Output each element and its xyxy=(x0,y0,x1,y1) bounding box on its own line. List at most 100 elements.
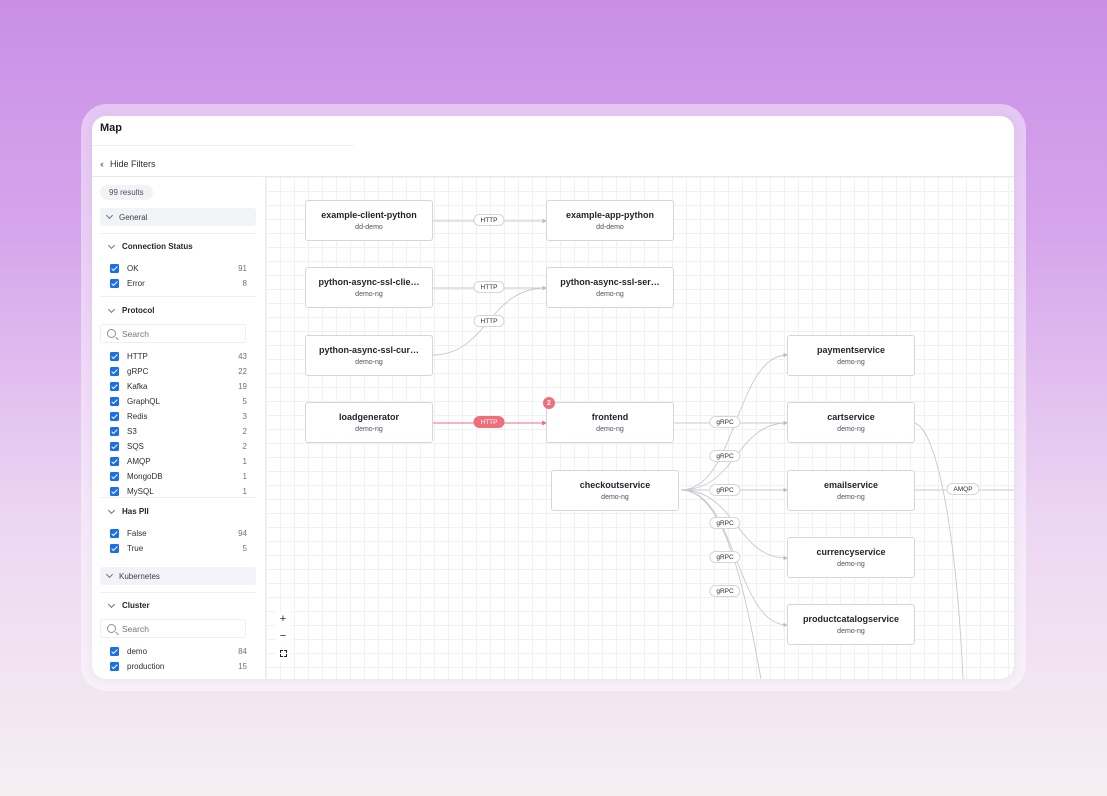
node-python-async-ssl-curl[interactable]: python-async-ssl-cur… demo-ng xyxy=(305,335,433,376)
filter-label: S3 xyxy=(127,426,137,436)
edge-label-amqp[interactable]: AMQP xyxy=(946,483,980,495)
edge-label-grpc[interactable]: gRPC xyxy=(709,585,741,597)
edge-label-grpc[interactable]: gRPC xyxy=(709,450,741,462)
divider xyxy=(100,296,256,297)
group-title: Cluster xyxy=(122,601,150,610)
section-label: Kubernetes xyxy=(119,571,160,581)
filter-count: 5 xyxy=(242,543,247,553)
hide-filters-button[interactable]: ‹‹ Hide Filters xyxy=(100,159,156,169)
checkbox[interactable] xyxy=(110,396,119,406)
filter-graphql[interactable]: GraphQL 5 xyxy=(110,394,247,408)
checkbox[interactable] xyxy=(110,381,119,391)
group-protocol[interactable]: Protocol xyxy=(107,305,155,315)
service-map-canvas[interactable]: example-client-python dd-demo example-ap… xyxy=(266,177,1014,679)
checkbox[interactable] xyxy=(110,528,119,538)
filter-count: 1 xyxy=(242,456,247,466)
chevron-down-icon xyxy=(105,211,114,220)
zoom-out-button[interactable]: − xyxy=(275,628,291,644)
checkbox[interactable] xyxy=(110,411,119,421)
zoom-in-button[interactable]: + xyxy=(275,611,291,627)
group-cluster[interactable]: Cluster xyxy=(107,600,150,610)
filter-http[interactable]: HTTP 43 xyxy=(110,349,247,363)
group-title: Connection Status xyxy=(122,242,193,251)
checkbox[interactable] xyxy=(110,366,119,376)
filter-redis[interactable]: Redis 3 xyxy=(110,409,247,423)
node-cartservice[interactable]: cartservice demo-ng xyxy=(787,402,915,443)
edge-label-http[interactable]: HTTP xyxy=(473,214,505,226)
node-namespace: demo-ng xyxy=(837,494,865,501)
filter-label: AMQP xyxy=(127,456,151,466)
node-namespace: demo-ng xyxy=(837,426,865,433)
edge-label-grpc[interactable]: gRPC xyxy=(709,484,741,496)
checkbox[interactable] xyxy=(110,661,119,671)
edge-label-http-error[interactable]: HTTP xyxy=(473,416,505,428)
filter-pii-false[interactable]: False 94 xyxy=(110,526,247,540)
section-kubernetes[interactable]: Kubernetes xyxy=(100,567,256,585)
filter-cluster-demo[interactable]: demo 84 xyxy=(110,644,247,658)
filter-ok[interactable]: OK 91 xyxy=(110,261,247,275)
checkbox[interactable] xyxy=(110,441,119,451)
node-name: productcatalogservice xyxy=(802,614,900,624)
filter-count: 1 xyxy=(242,471,247,481)
filter-sqs[interactable]: SQS 2 xyxy=(110,439,247,453)
checkbox[interactable] xyxy=(110,351,119,361)
fit-view-button[interactable] xyxy=(275,645,291,661)
node-namespace: demo-ng xyxy=(601,494,629,501)
node-example-app-python[interactable]: example-app-python dd-demo xyxy=(546,200,674,241)
filter-mysql[interactable]: MySQL 1 xyxy=(110,484,247,498)
protocol-search-input[interactable] xyxy=(122,328,232,339)
checkbox[interactable] xyxy=(110,456,119,466)
cluster-search-input[interactable] xyxy=(122,623,232,634)
checkbox[interactable] xyxy=(110,263,119,273)
node-currencyservice[interactable]: currencyservice demo-ng xyxy=(787,537,915,578)
node-checkoutservice[interactable]: checkoutservice demo-ng xyxy=(551,470,679,511)
filter-mongodb[interactable]: MongoDB 1 xyxy=(110,469,247,483)
node-python-async-ssl-client[interactable]: python-async-ssl-clie… demo-ng xyxy=(305,267,433,308)
edge-label-http[interactable]: HTTP xyxy=(473,315,505,327)
filter-label: True xyxy=(127,543,144,553)
checkbox[interactable] xyxy=(110,543,119,553)
group-has-pii[interactable]: Has PII xyxy=(107,506,149,516)
node-name: cartservice xyxy=(827,412,875,422)
node-productcatalogservice[interactable]: productcatalogservice demo-ng xyxy=(787,604,915,645)
chevron-down-icon xyxy=(105,570,114,579)
filter-cluster-production[interactable]: production 15 xyxy=(110,659,247,673)
checkbox[interactable] xyxy=(110,278,119,288)
chevron-down-icon xyxy=(107,241,116,249)
filter-count: 22 xyxy=(238,366,247,376)
node-example-client-python[interactable]: example-client-python dd-demo xyxy=(305,200,433,241)
filter-pii-true[interactable]: True 5 xyxy=(110,541,247,555)
checkbox[interactable] xyxy=(110,426,119,436)
node-loadgenerator[interactable]: loadgenerator demo-ng xyxy=(305,402,433,443)
cluster-search xyxy=(100,619,246,638)
edge-label-grpc[interactable]: gRPC xyxy=(709,551,741,563)
filter-s3[interactable]: S3 2 xyxy=(110,424,247,438)
checkbox[interactable] xyxy=(110,646,119,656)
filter-label: OK xyxy=(127,263,139,273)
filter-grpc[interactable]: gRPC 22 xyxy=(110,364,247,378)
filter-amqp[interactable]: AMQP 1 xyxy=(110,454,247,468)
node-namespace: dd-demo xyxy=(596,224,624,231)
edge-label-http[interactable]: HTTP xyxy=(473,281,505,293)
filter-error[interactable]: Error 8 xyxy=(110,276,247,290)
group-title: Protocol xyxy=(122,306,155,315)
double-chevron-left-icon: ‹‹ xyxy=(100,159,104,169)
node-emailservice[interactable]: emailservice demo-ng xyxy=(787,470,915,511)
divider xyxy=(92,145,354,146)
divider xyxy=(100,233,256,234)
edge-label-grpc[interactable]: gRPC xyxy=(709,416,741,428)
section-general[interactable]: General xyxy=(100,208,256,226)
checkbox[interactable] xyxy=(110,471,119,481)
node-paymentservice[interactable]: paymentservice demo-ng xyxy=(787,335,915,376)
checkbox[interactable] xyxy=(110,486,119,496)
filter-count: 84 xyxy=(238,646,247,656)
results-count-badge: 99 results xyxy=(100,185,153,200)
node-python-async-ssl-server[interactable]: python-async-ssl-ser… demo-ng xyxy=(546,267,674,308)
filter-label: Error xyxy=(127,278,145,288)
filter-count: 15 xyxy=(238,661,247,671)
node-frontend[interactable]: frontend demo-ng xyxy=(546,402,674,443)
filter-label: demo xyxy=(127,646,148,656)
edge-label-grpc[interactable]: gRPC xyxy=(709,517,741,529)
filter-kafka[interactable]: Kafka 19 xyxy=(110,379,247,393)
group-connection-status[interactable]: Connection Status xyxy=(107,241,193,251)
